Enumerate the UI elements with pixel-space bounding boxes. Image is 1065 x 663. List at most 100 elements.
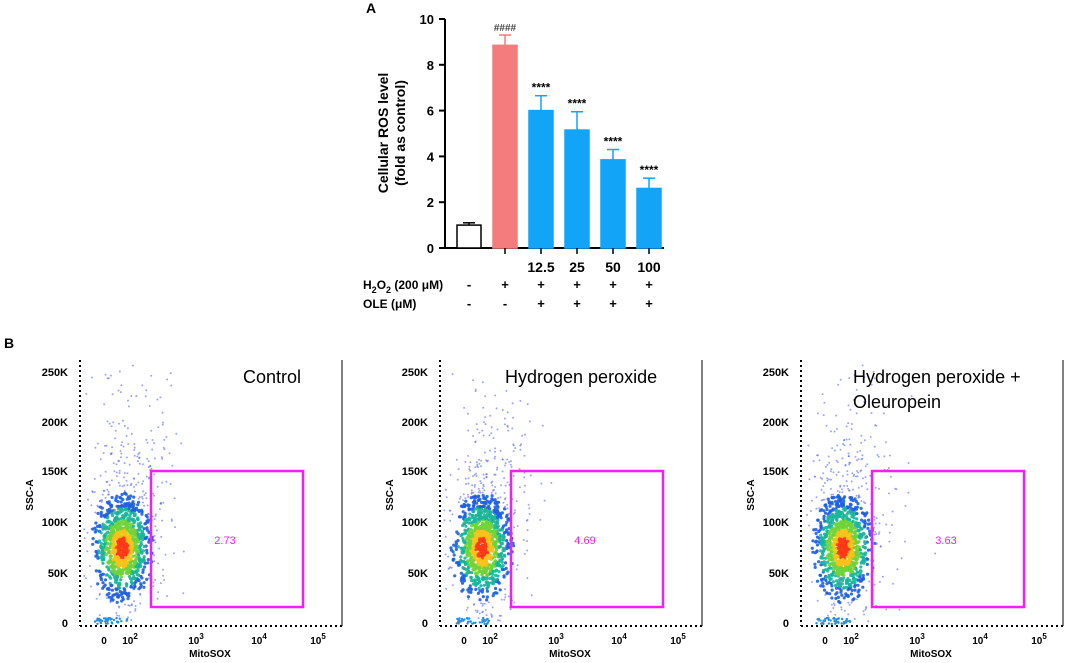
flow-plot-3: 0 50K 100K 150K 200K 250K 0 102 103 104 105 MitoSOX… <box>746 360 1064 660</box>
y-tick-label: 200K <box>763 417 789 429</box>
x-tick-label: 102 <box>482 632 498 647</box>
significance-label: **** <box>604 135 623 149</box>
x-tick-label: 103 <box>548 632 564 647</box>
y-tick-label: 200K <box>42 417 68 429</box>
scatter-density <box>83 364 185 625</box>
h2o2-row-value: + <box>609 277 617 292</box>
y-tick-label: 2 <box>427 195 434 210</box>
y-tick-label: 4 <box>427 149 435 164</box>
significance-label: **** <box>532 81 551 95</box>
gate-percentage: 4.69 <box>574 535 595 547</box>
plot-title: Control <box>243 367 301 387</box>
y-tick-label: 0 <box>427 241 434 256</box>
gate-box <box>870 469 1026 609</box>
ole-row-value: - <box>467 296 471 311</box>
x-tick-label: 100 <box>637 259 661 275</box>
panel-label-b: B <box>4 335 14 351</box>
x-tick-label: 104 <box>251 632 267 647</box>
x-axis-label: MitoSOX <box>189 649 231 660</box>
y-tick-label: 150K <box>42 466 68 478</box>
y-tick-label: 50K <box>769 568 789 580</box>
treatment-rows: - - + - + + + + + + + + <box>467 277 653 311</box>
scatter-density <box>806 364 937 626</box>
y-tick-label: 100K <box>42 517 68 529</box>
ole-row-value: + <box>573 296 581 311</box>
y-tick-label: 50K <box>48 568 68 580</box>
h2o2-row-value: + <box>645 277 653 292</box>
y-tick-label: 200K <box>402 417 428 429</box>
gate-percentage: 2.73 <box>214 535 235 547</box>
x-axis-label: MitoSOX <box>910 649 952 660</box>
ole-row-value: + <box>609 296 617 311</box>
y-tick-label: 50K <box>408 568 428 580</box>
y-axis-label: SSC-A <box>25 479 36 510</box>
y-tick-label: 10 <box>420 12 434 27</box>
y-axis-label: SSC-A <box>746 479 757 510</box>
y-tick-label: 250K <box>763 367 789 379</box>
x-tick-label: 12.5 <box>527 259 554 275</box>
x-tick-label: 105 <box>670 632 686 647</box>
h2o2-row-value: + <box>537 277 545 292</box>
x-tick-label: 104 <box>972 632 988 647</box>
bar-4 <box>564 129 590 249</box>
gate-box <box>509 469 665 609</box>
significance-label: **** <box>640 163 659 177</box>
x-axis-labels: 12.5 25 50 100 <box>504 248 661 275</box>
x-tick-label: 0 <box>461 636 467 647</box>
x-tick-label: 50 <box>605 259 621 275</box>
h2o2-row-label: H2O2 (200 μM) <box>363 278 443 295</box>
bar-6 <box>636 187 662 249</box>
y-tick-label: 250K <box>402 367 428 379</box>
x-tick-label: 105 <box>1031 632 1047 647</box>
significance-label: #### <box>494 23 517 34</box>
ole-row-value: + <box>645 296 653 311</box>
flow-cytometry-panel-b: B 0 50K 100K 150K 200K 250K 0 102 103 104 105 MitoS… <box>4 335 1064 660</box>
y-axis-label-line1: Cellular ROS level <box>375 73 391 194</box>
panel-label-a: A <box>366 0 376 16</box>
x-tick-label: 102 <box>843 632 859 647</box>
bar-series: #### **** **** **** **** <box>456 23 662 249</box>
flow-plots: 0 50K 100K 150K 200K 250K 0 102 103 104 105 MitoSOX… <box>25 360 1064 660</box>
x-tick-label: 0 <box>101 636 107 647</box>
bar-5 <box>600 159 626 249</box>
x-tick-label: 0 <box>822 636 828 647</box>
plot-title: Hydrogen peroxide + <box>853 367 1021 387</box>
y-tick-label: 150K <box>763 466 789 478</box>
scatter-density <box>443 373 564 626</box>
bar-1 <box>456 224 482 249</box>
y-tick-label: 6 <box>427 104 434 119</box>
bar-2 <box>492 44 518 249</box>
h2o2-row-value: + <box>573 277 581 292</box>
x-tick-label: 105 <box>310 632 326 647</box>
plot-title-line2: Oleuropein <box>853 392 941 412</box>
y-tick-label: 100K <box>763 517 789 529</box>
gate-percentage: 3.63 <box>935 535 956 547</box>
y-tick-label: 0 <box>783 618 789 630</box>
y-axis-label-line2: (fold as control) <box>392 80 408 186</box>
ole-row-value: - <box>503 296 507 311</box>
significance-label: **** <box>568 97 587 111</box>
x-tick-label: 25 <box>569 259 585 275</box>
bar-3 <box>528 109 554 249</box>
y-tick-label: 100K <box>402 517 428 529</box>
x-tick-label: 104 <box>611 632 627 647</box>
x-tick-label: 102 <box>122 632 138 647</box>
x-tick-label: 103 <box>188 632 204 647</box>
x-axis-label: MitoSOX <box>549 649 591 660</box>
gate-box <box>149 469 305 609</box>
ole-row-label: OLE (μM) <box>363 297 416 311</box>
y-tick-label: 0 <box>422 618 428 630</box>
ole-row-value: + <box>537 296 545 311</box>
bar-chart-panel-a: A Cellular ROS level (fold as control) 0… <box>363 0 664 311</box>
y-tick-label: 8 <box>427 58 434 73</box>
h2o2-row-value: - <box>467 277 471 292</box>
y-tick-label: 150K <box>402 466 428 478</box>
y-tick-label: 250K <box>42 367 68 379</box>
y-tick-label: 0 <box>62 618 68 630</box>
plot-title: Hydrogen peroxide <box>505 367 657 387</box>
h2o2-row-value: + <box>501 277 509 292</box>
flow-plot-1: 0 50K 100K 150K 200K 250K 0 102 103 104 105 MitoSOX… <box>25 360 343 660</box>
x-tick-label: 103 <box>909 632 925 647</box>
y-axis-ticks: 0 2 4 6 8 10 <box>420 12 445 256</box>
flow-plot-2: 0 50K 100K 150K 200K 250K 0 102 103 104 105 MitoSOX… <box>385 360 703 660</box>
